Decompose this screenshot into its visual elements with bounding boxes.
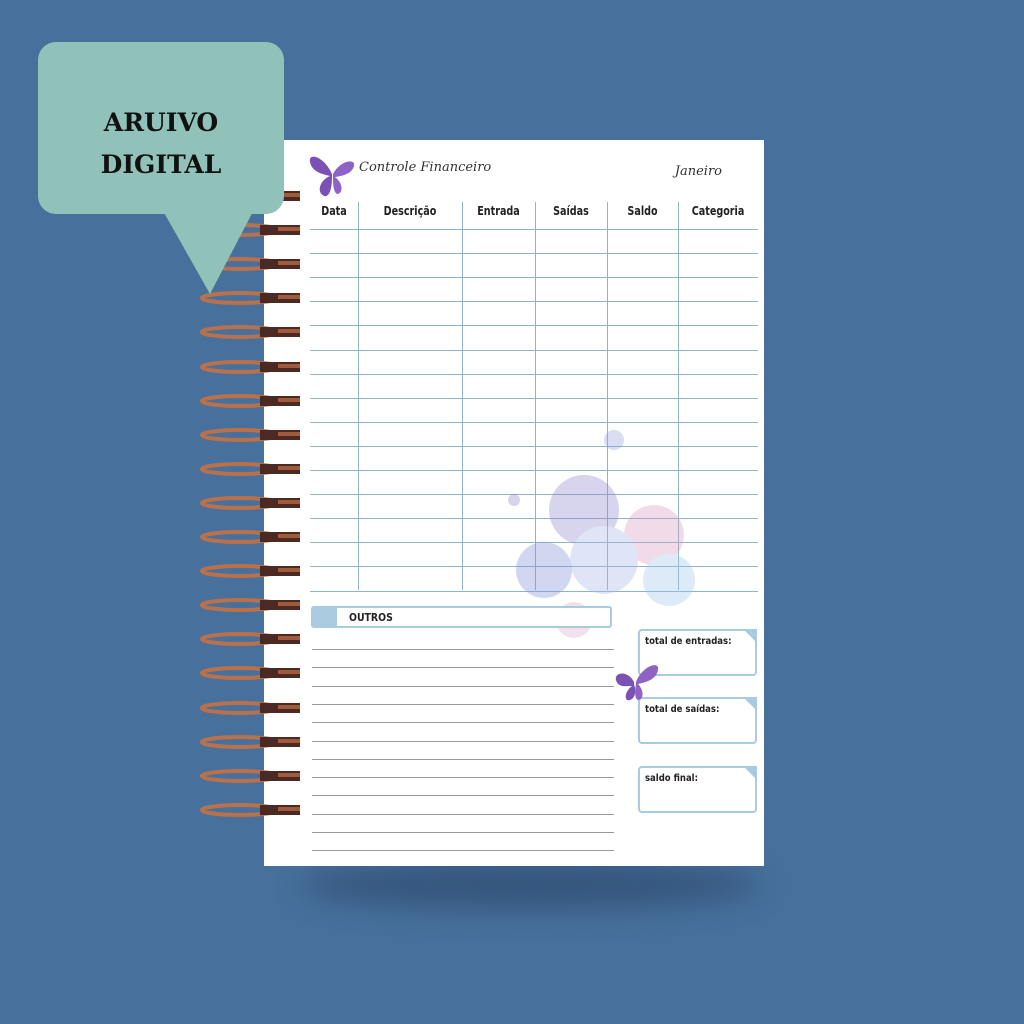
total-saidas-box[interactable]: total de saídas: xyxy=(638,697,757,744)
outros-line xyxy=(312,722,614,724)
table-row-line xyxy=(310,542,758,544)
spiral-ring xyxy=(200,564,300,579)
spiral-ring xyxy=(200,666,300,681)
spiral-ring xyxy=(200,768,300,783)
spiral-ring xyxy=(200,325,300,340)
spiral-ring xyxy=(200,530,300,544)
column-header-saldo: Saldo xyxy=(627,204,658,218)
table-row-line xyxy=(310,325,758,327)
table-row-line xyxy=(310,301,758,303)
table-row-line xyxy=(310,253,758,255)
spiral-ring xyxy=(200,461,300,476)
outros-line xyxy=(312,740,614,742)
column-header-data: Data xyxy=(321,204,347,218)
butterfly-small-icon xyxy=(615,665,659,701)
table-column-line xyxy=(462,202,463,590)
flower-illustration xyxy=(508,430,695,638)
outros-line xyxy=(312,777,614,779)
page-title: Controle Financeiro xyxy=(359,160,492,175)
spiral-ring xyxy=(200,700,300,715)
spiral-ring xyxy=(200,427,300,442)
outros-section-header: OUTROS xyxy=(311,606,612,628)
table-row-line xyxy=(310,494,758,496)
spiral-ring xyxy=(200,734,300,749)
table-row-line xyxy=(310,445,758,447)
digital-file-badge: ARUIVO DIGITAL xyxy=(38,42,284,294)
table-column-line xyxy=(607,202,608,590)
table-row-line xyxy=(310,277,758,279)
badge-line-2: DIGITAL xyxy=(100,150,222,179)
table-row-line xyxy=(310,566,758,568)
column-header-saidas: Saídas xyxy=(553,204,589,218)
outros-line xyxy=(312,758,614,760)
column-header-entrada: Entrada xyxy=(477,204,520,218)
outros-line xyxy=(312,813,614,815)
table-row-line xyxy=(310,349,758,351)
outros-line xyxy=(312,795,614,797)
spiral-ring xyxy=(200,393,300,408)
outros-line xyxy=(312,832,614,833)
column-header-descricao: Descrição xyxy=(383,204,437,218)
outros-line xyxy=(312,703,614,705)
table-column-line xyxy=(535,202,536,590)
spiral-ring xyxy=(200,291,300,306)
butterfly-icon xyxy=(309,156,355,197)
saldo-final-box[interactable]: saldo final: xyxy=(638,766,757,813)
planner-page: Controle Financeiro Janeiro Data Descriç… xyxy=(264,140,764,866)
page-shadow xyxy=(300,860,760,910)
outros-line xyxy=(312,667,614,669)
spiral-ring xyxy=(200,495,300,510)
table-column-line xyxy=(678,202,679,590)
spiral-ring xyxy=(200,598,300,613)
spiral-ring xyxy=(200,632,300,647)
spiral-ring xyxy=(200,802,300,817)
table-column-line xyxy=(358,202,359,590)
outros-line xyxy=(312,649,614,650)
bubble-tail xyxy=(158,202,258,294)
column-header-categoria: Categoria xyxy=(691,204,745,218)
table-row-line xyxy=(310,590,758,592)
table-row-line xyxy=(310,397,758,399)
badge-line-1: ARUIVO xyxy=(103,108,219,137)
outros-line xyxy=(312,685,614,687)
table-row-line xyxy=(310,373,758,375)
outros-line xyxy=(312,850,614,852)
table-row-line xyxy=(310,470,758,471)
table-row-line xyxy=(310,229,758,230)
table-row-line xyxy=(310,421,758,423)
spiral-ring xyxy=(200,359,300,374)
month-label: Janeiro xyxy=(674,164,722,179)
table-row-line xyxy=(310,518,758,520)
